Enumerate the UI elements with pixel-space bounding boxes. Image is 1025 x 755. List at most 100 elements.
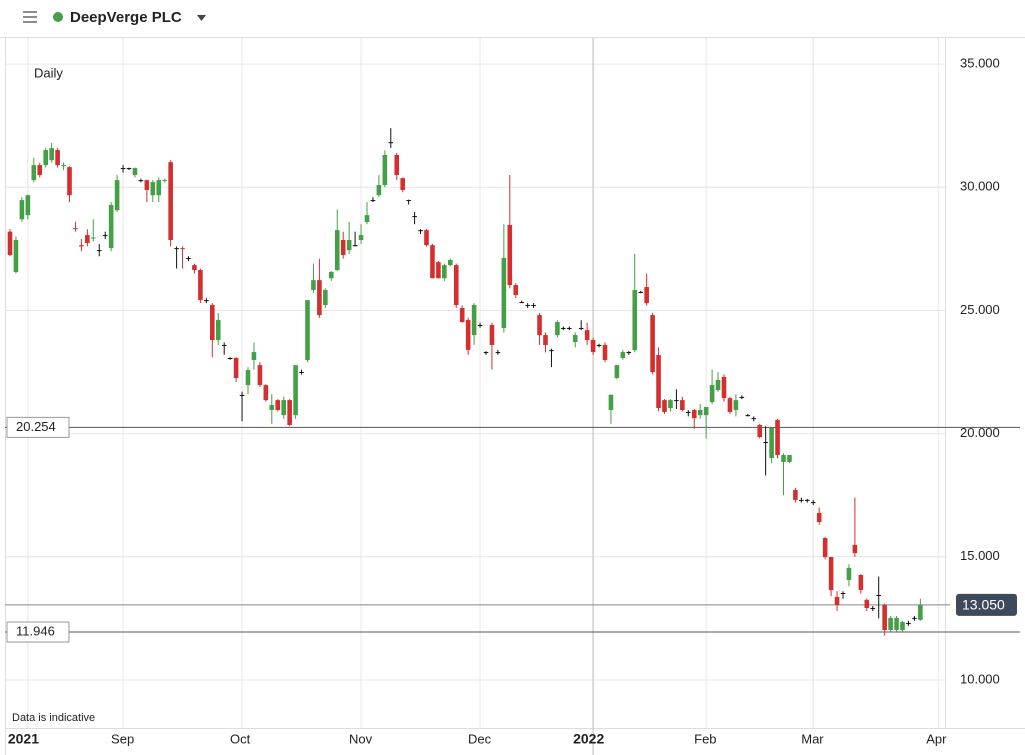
menu-icon[interactable] <box>23 11 37 23</box>
candle-body <box>263 385 269 401</box>
candle-body <box>186 257 191 259</box>
candle-body <box>465 320 471 350</box>
candle-body <box>376 185 382 196</box>
candle-body <box>114 180 120 211</box>
candle-body <box>590 340 596 353</box>
candle-body <box>31 165 37 181</box>
candle-body <box>418 230 423 232</box>
candle-body <box>567 327 572 329</box>
candle-body <box>471 305 477 336</box>
candle-body <box>644 287 649 304</box>
candle-body <box>495 352 501 354</box>
candle-body <box>662 400 667 412</box>
x-tick-label: Nov <box>349 731 373 746</box>
candle-body <box>340 239 346 256</box>
candle-body <box>680 400 685 410</box>
y-tick-label: 25.000 <box>960 302 1000 317</box>
candle-body <box>442 265 447 279</box>
candle-body <box>858 575 864 591</box>
candle-body <box>822 538 828 558</box>
candle-body <box>192 265 197 271</box>
candle-body <box>882 605 887 630</box>
candle-body <box>150 182 156 196</box>
candle-body <box>691 409 697 419</box>
candle-body <box>281 400 286 416</box>
candle-body <box>828 557 834 591</box>
candle-body <box>626 352 632 354</box>
candle-body <box>245 370 251 386</box>
candle-body <box>239 394 245 396</box>
candle-body <box>531 305 536 307</box>
candle-body <box>656 355 661 409</box>
candle-body <box>323 290 328 306</box>
candle-body <box>787 455 792 462</box>
candle-body <box>816 512 822 523</box>
candle-body <box>108 205 114 249</box>
level-label-box <box>6 416 70 438</box>
y-tick-label: 10.000 <box>960 671 1000 686</box>
candle-body <box>674 400 679 402</box>
candle-body <box>180 248 185 250</box>
candle-body <box>519 302 524 304</box>
last-price-box <box>956 593 1017 616</box>
candle-body <box>412 216 417 218</box>
candle-body <box>912 617 917 619</box>
dropdown-caret[interactable] <box>197 15 206 21</box>
candle-body <box>406 200 411 202</box>
note: Data is indicative <box>12 712 95 724</box>
candle-body <box>132 168 138 175</box>
candle-body <box>543 335 548 345</box>
candle-body <box>781 455 786 462</box>
candle-body <box>894 617 899 630</box>
candle-body <box>525 305 530 307</box>
status-dot <box>53 12 63 22</box>
last-price-label: 13.050 <box>962 597 1005 613</box>
candle-body <box>275 400 281 410</box>
candle-body <box>876 594 881 596</box>
candle-body <box>168 162 173 240</box>
grid <box>5 38 945 755</box>
candle-body <box>61 165 66 167</box>
level-label: 20.254 <box>16 419 56 434</box>
candle-body <box>334 230 340 271</box>
x-tick-label: Apr <box>926 731 947 746</box>
x-tick-label: Feb <box>694 731 716 746</box>
candle-body <box>424 230 429 246</box>
candle-body <box>144 180 150 190</box>
candle-body <box>25 195 31 216</box>
candle-body <box>537 315 542 336</box>
candle-body <box>507 224 513 286</box>
candle-body <box>703 407 709 416</box>
candle-body <box>174 248 179 250</box>
x-tick-label: Sep <box>111 731 134 746</box>
candle-body <box>709 385 715 403</box>
candle-body <box>650 315 655 373</box>
candle-body <box>233 357 239 378</box>
candle-body <box>370 200 376 202</box>
candle-body <box>257 365 263 386</box>
instrument-title[interactable]: DeepVerge PLC <box>70 9 182 26</box>
candle-body <box>453 265 459 306</box>
candle-body <box>751 418 757 420</box>
candle-body <box>483 352 489 354</box>
candle-body <box>102 235 108 237</box>
candle-body <box>620 352 626 358</box>
candle-body <box>572 335 578 342</box>
candle-body <box>715 379 721 391</box>
candle-body <box>870 608 876 610</box>
candle-body <box>501 257 507 328</box>
candle-body <box>733 400 739 410</box>
candle-body <box>846 567 852 580</box>
x-tick-label: 2021 <box>8 731 39 747</box>
interval-label[interactable]: Daily <box>34 65 63 80</box>
candle-body <box>775 420 780 456</box>
candle-body <box>364 215 370 223</box>
candle-body <box>448 259 453 266</box>
candle-body <box>799 499 804 501</box>
candle-body <box>602 344 608 360</box>
candle-body <box>204 300 209 302</box>
candle-body <box>555 322 560 336</box>
y-tick-label: 20.000 <box>960 425 1000 440</box>
